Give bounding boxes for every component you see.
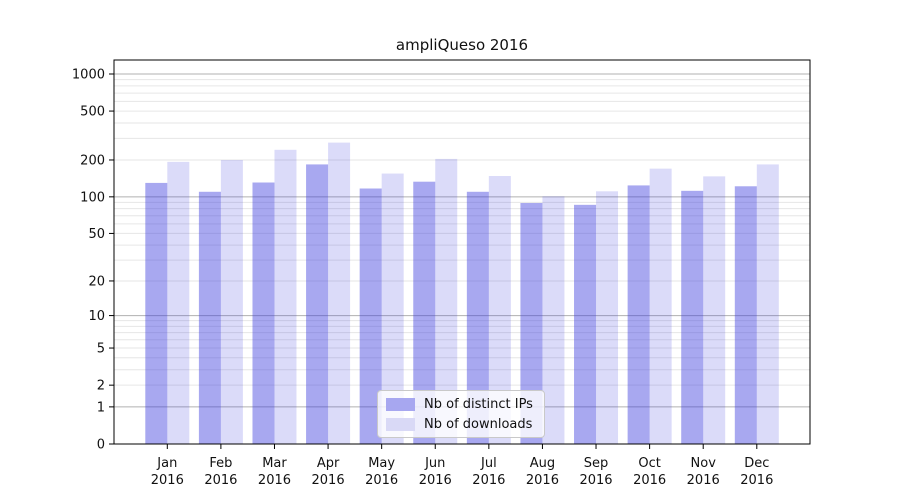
legend-swatch-downloads — [386, 417, 415, 431]
x-tick-label-year: 2016 — [419, 473, 452, 488]
y-tick-label: 500 — [80, 105, 105, 120]
x-tick-label-month: Jun — [424, 456, 445, 471]
y-tick-label: 5 — [97, 342, 105, 357]
bar-distinct-ips — [413, 181, 436, 445]
x-tick-label-month: Mar — [262, 456, 287, 471]
y-tick-label: 200 — [80, 153, 105, 168]
bar-distinct-ips — [252, 182, 275, 445]
y-tick-label: 1 — [97, 400, 105, 415]
x-tick-label-month: Dec — [744, 456, 769, 471]
bar-downloads — [649, 168, 672, 444]
legend-swatch-distinct-ips — [386, 397, 415, 411]
x-tick-label-year: 2016 — [204, 473, 237, 488]
y-tick-label: 1000 — [72, 68, 105, 83]
x-tick-label-year: 2016 — [740, 473, 773, 488]
bar-downloads — [488, 176, 511, 445]
bar-distinct-ips — [574, 204, 597, 444]
bar-distinct-ips — [145, 182, 168, 444]
x-tick-label-year: 2016 — [258, 473, 291, 488]
x-tick-label-year: 2016 — [579, 473, 612, 488]
legend-row-downloads: Nb of downloads — [386, 416, 536, 432]
x-tick-label-month: Aug — [530, 456, 555, 471]
bar-distinct-ips — [306, 164, 329, 444]
y-tick-label: 50 — [88, 227, 105, 242]
bar-downloads — [703, 176, 726, 444]
y-tick-label: 10 — [88, 309, 105, 324]
x-tick-label-year: 2016 — [365, 473, 398, 488]
x-tick-label-year: 2016 — [472, 473, 505, 488]
y-tick-label: 0 — [97, 438, 105, 453]
bar-downloads — [328, 142, 351, 444]
bar-distinct-ips — [627, 185, 650, 444]
x-tick-label-month: Nov — [691, 456, 717, 471]
legend-label-distinct-ips: Nb of distinct IPs — [424, 396, 533, 412]
x-tick-label-year: 2016 — [633, 473, 666, 488]
bar-downloads — [220, 159, 243, 444]
y-tick-label: 2 — [97, 379, 105, 394]
y-tick-label: 20 — [88, 274, 105, 289]
y-tick-label: 100 — [80, 190, 105, 205]
x-tick-label-month: Oct — [638, 456, 660, 471]
x-tick-label-year: 2016 — [687, 473, 720, 488]
bar-distinct-ips — [734, 186, 757, 444]
bar-distinct-ips — [681, 190, 704, 444]
x-tick-label-year: 2016 — [312, 473, 345, 488]
bar-downloads — [596, 191, 619, 444]
x-tick-label-month: May — [368, 456, 395, 471]
x-tick-label-month: Jan — [156, 456, 177, 471]
bar-downloads — [756, 164, 779, 444]
legend-label-downloads: Nb of downloads — [424, 416, 533, 432]
bar-downloads — [435, 158, 458, 445]
legend-row-distinct-ips: Nb of distinct IPs — [386, 396, 536, 412]
bar-distinct-ips — [466, 191, 489, 444]
x-tick-label-month: Sep — [584, 456, 609, 471]
plot-border — [113, 59, 811, 445]
chart-title: ampliQueso 2016 — [395, 36, 529, 54]
bar-downloads — [542, 196, 565, 444]
bar-downloads — [274, 149, 297, 444]
bar-downloads — [381, 173, 404, 444]
legend: Nb of distinct IPs Nb of downloads — [377, 390, 545, 438]
bar-distinct-ips — [520, 203, 543, 444]
bar-distinct-ips — [198, 191, 221, 444]
x-tick-label-month: Feb — [209, 456, 232, 471]
x-tick-label-year: 2016 — [526, 473, 559, 488]
bar-downloads — [167, 161, 190, 444]
x-tick-label-month: Jul — [480, 456, 497, 471]
x-tick-label-year: 2016 — [151, 473, 184, 488]
x-tick-label-month: Apr — [317, 456, 340, 471]
bar-distinct-ips — [359, 188, 382, 444]
